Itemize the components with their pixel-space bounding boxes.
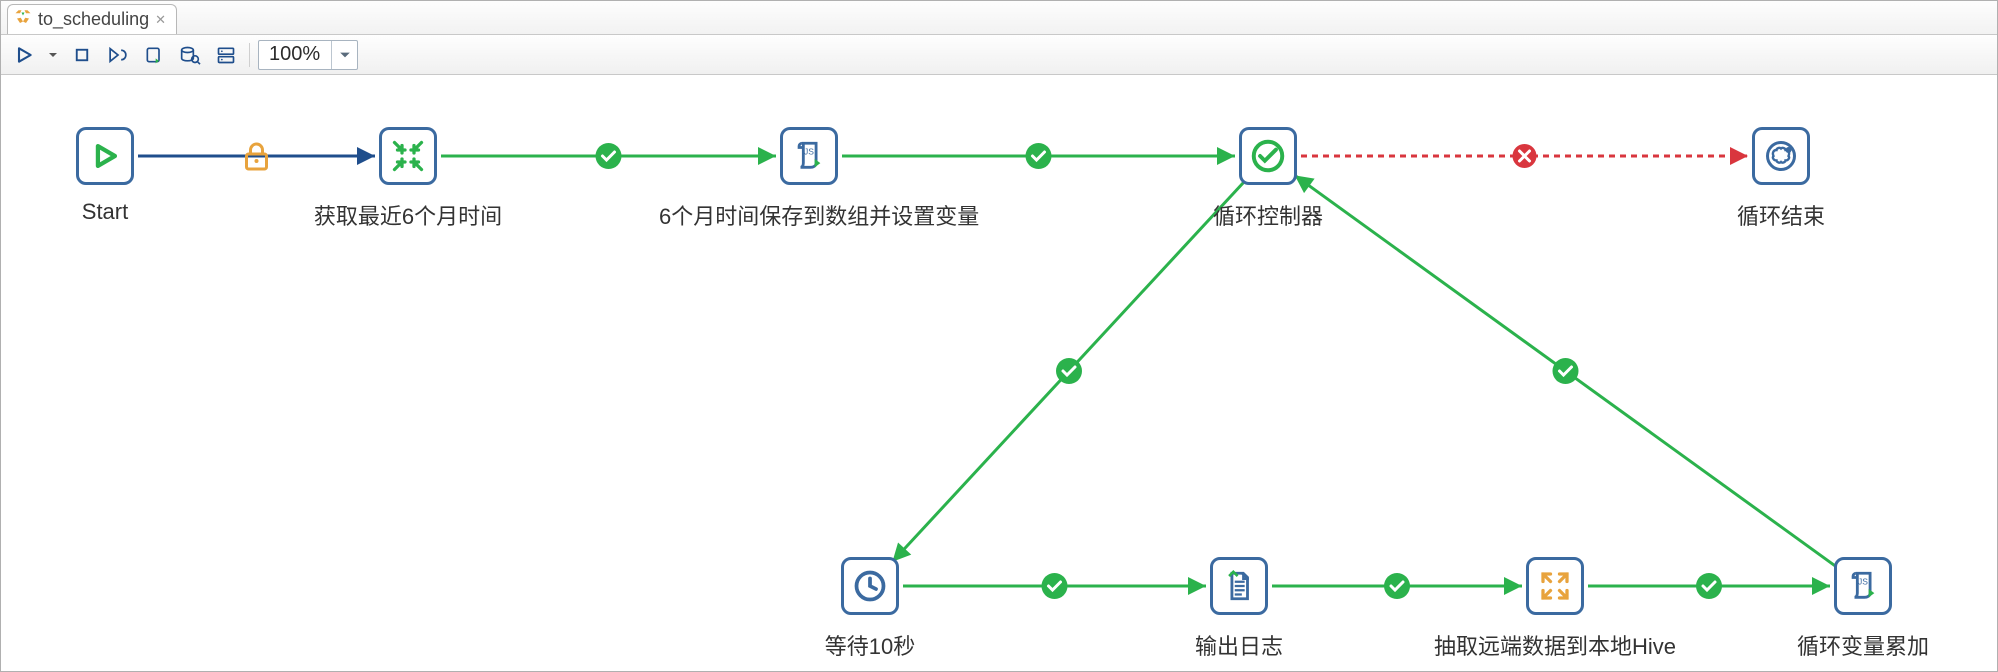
zoom-dropdown[interactable] <box>331 41 357 69</box>
node-label: 获取最近6个月时间 <box>258 199 558 231</box>
close-icon[interactable]: ✕ <box>155 12 166 28</box>
metrics-button[interactable] <box>211 40 241 70</box>
zoom-control[interactable]: 100% <box>258 40 358 70</box>
sql-preview-button[interactable] <box>175 40 205 70</box>
tab-to_scheduling[interactable]: to_scheduling ✕ <box>7 4 177 34</box>
node-label: 等待10秒 <box>720 629 1020 661</box>
zoom-value: 100% <box>259 43 331 66</box>
tab-bar: to_scheduling ✕ <box>1 1 1997 35</box>
svg-text:JS: JS <box>1858 577 1868 587</box>
flow-node-log[interactable]: 输出日志 <box>1089 557 1389 661</box>
recycle-icon <box>14 8 32 31</box>
node-label: 输出日志 <box>1089 629 1389 661</box>
node-icon <box>1210 557 1268 615</box>
node-icon <box>841 557 899 615</box>
node-label: 6个月时间保存到数组并设置变量 <box>659 199 959 231</box>
editor-window: to_scheduling ✕ 100% <box>0 0 1998 672</box>
node-label: 循环变量累加 <box>1713 629 1998 661</box>
run-dropdown[interactable] <box>45 40 61 70</box>
toolbar: 100% <box>1 35 1997 75</box>
node-icon <box>1526 557 1584 615</box>
flow-node-save6m[interactable]: JS 6个月时间保存到数组并设置变量 <box>659 127 959 231</box>
flow-node-get6m[interactable]: 获取最近6个月时间 <box>258 127 558 231</box>
node-icon <box>1752 127 1810 185</box>
flow-canvas[interactable]: Start获取最近6个月时间 JS 6个月时间保存到数组并设置变量 循环控制器 循环结束… <box>1 77 1997 671</box>
node-icon <box>1239 127 1297 185</box>
node-icon <box>76 127 134 185</box>
flow-edge <box>892 180 1245 562</box>
node-label: 循环结束 <box>1631 199 1931 231</box>
node-icon <box>379 127 437 185</box>
flow-node-loopend[interactable]: 循环结束 <box>1631 127 1931 231</box>
node-label: 抽取远端数据到本地Hive <box>1405 629 1705 661</box>
flow-node-accum[interactable]: JS 循环变量累加 <box>1713 557 1998 661</box>
run-button[interactable] <box>9 40 39 70</box>
flow-node-start[interactable]: Start <box>0 127 255 225</box>
stop-button[interactable] <box>67 40 97 70</box>
svg-text:JS: JS <box>804 147 814 157</box>
flow-node-loopctl[interactable]: 循环控制器 <box>1118 127 1418 231</box>
replay-button[interactable] <box>103 40 133 70</box>
flow-edge <box>1295 175 1837 566</box>
flow-node-extract[interactable]: 抽取远端数据到本地Hive <box>1405 557 1705 661</box>
node-label: 循环控制器 <box>1118 199 1418 231</box>
flow-node-wait10[interactable]: 等待10秒 <box>720 557 1020 661</box>
tab-title: to_scheduling <box>38 9 149 30</box>
node-icon: JS <box>1834 557 1892 615</box>
node-icon: JS <box>780 127 838 185</box>
toolbar-separator <box>249 43 250 67</box>
node-label: Start <box>0 199 255 225</box>
preview-button[interactable] <box>139 40 169 70</box>
